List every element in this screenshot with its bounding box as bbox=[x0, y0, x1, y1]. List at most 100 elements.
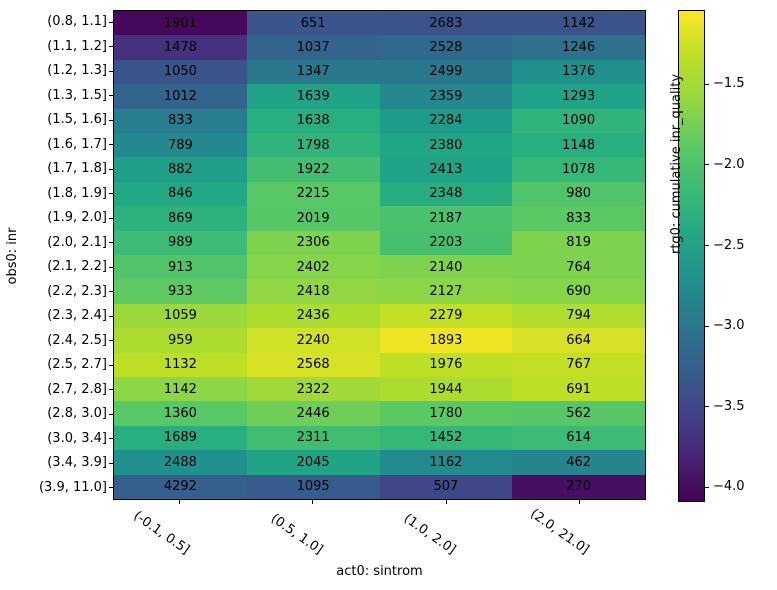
x-tick-mark bbox=[179, 500, 181, 504]
y-tick-label: (3.4, 3.9] bbox=[47, 455, 107, 471]
heatmap-cell: 846 bbox=[114, 181, 247, 207]
heatmap-cell: 1798 bbox=[246, 132, 380, 158]
y-tick-mark bbox=[109, 315, 113, 317]
heatmap-cell: 2045 bbox=[246, 450, 380, 475]
y-tick-label: (1.5, 1.6] bbox=[47, 112, 107, 128]
heatmap-cell: 462 bbox=[512, 450, 645, 475]
heatmap-cell: 833 bbox=[114, 108, 247, 133]
heatmap-cell: 4292 bbox=[114, 474, 247, 499]
heatmap-cell: 2311 bbox=[246, 425, 380, 451]
y-tick-mark bbox=[109, 119, 113, 121]
y-tick-label: (0.8, 1.1] bbox=[47, 14, 107, 30]
x-tick-mark bbox=[578, 500, 580, 504]
heatmap-cell: 1944 bbox=[379, 376, 513, 402]
heatmap-cell: 2279 bbox=[379, 303, 513, 329]
heatmap-cell: 1059 bbox=[114, 303, 247, 329]
heatmap-cell: 1478 bbox=[114, 35, 247, 60]
heatmap-cell: 767 bbox=[512, 352, 645, 377]
colorbar-tick-mark bbox=[705, 325, 709, 327]
heatmap-cell: 794 bbox=[512, 303, 645, 329]
y-tick-label: (2.8, 3.0] bbox=[47, 406, 107, 422]
colorbar-title: rtg0: cumulative inr_quality bbox=[668, 73, 684, 255]
heatmap-cell: 1090 bbox=[512, 108, 645, 133]
heatmap-cell: 2203 bbox=[379, 230, 513, 255]
heatmap-cell: 833 bbox=[512, 206, 645, 231]
y-tick-mark bbox=[109, 340, 113, 342]
heatmap-cell: 1638 bbox=[246, 108, 380, 133]
heatmap-grid: 1901 651 2683 1142 1478 1037 2528 1246 1050 1347 2… bbox=[113, 10, 646, 500]
y-tick-label: (2.4, 2.5] bbox=[47, 332, 107, 348]
heatmap-cell: 1142 bbox=[512, 11, 645, 36]
heatmap-cell: 270 bbox=[512, 474, 645, 499]
heatmap-cell: 933 bbox=[114, 279, 247, 304]
heatmap-cell: 562 bbox=[512, 401, 645, 426]
heatmap-cell: 2215 bbox=[246, 181, 380, 207]
heatmap-cell: 1148 bbox=[512, 132, 645, 158]
x-axis-title: act0: sintrom bbox=[336, 564, 423, 579]
heatmap-cell: 2187 bbox=[379, 206, 513, 231]
heatmap-cell: 614 bbox=[512, 425, 645, 451]
colorbar-tick-mark bbox=[705, 406, 709, 408]
heatmap-cell: 764 bbox=[512, 254, 645, 280]
y-tick-mark bbox=[109, 193, 113, 195]
y-tick-label: (2.5, 2.7] bbox=[47, 357, 107, 373]
heatmap-cell: 1976 bbox=[379, 352, 513, 377]
x-tick-label: (0.5, 1.0] bbox=[267, 511, 326, 558]
heatmap-cell: 2683 bbox=[379, 11, 513, 36]
y-tick-label: (2.2, 2.3] bbox=[47, 283, 107, 299]
heatmap-cell: 2436 bbox=[246, 303, 380, 329]
heatmap-cell: 1095 bbox=[246, 474, 380, 499]
heatmap-cell: 1360 bbox=[114, 401, 247, 426]
heatmap-cell: 2127 bbox=[379, 279, 513, 304]
x-tick-mark bbox=[312, 500, 314, 504]
heatmap-cell: 2413 bbox=[379, 157, 513, 182]
heatmap-cell: 2446 bbox=[246, 401, 380, 426]
y-tick-mark bbox=[109, 389, 113, 391]
y-tick-mark bbox=[109, 413, 113, 415]
heatmap-cell: 691 bbox=[512, 376, 645, 402]
heatmap-cell: 1132 bbox=[114, 352, 247, 377]
y-tick-mark bbox=[109, 266, 113, 268]
colorbar-tick-mark bbox=[705, 245, 709, 246]
heatmap-cell: 913 bbox=[114, 254, 247, 280]
colorbar-tick-label: −4.0 bbox=[713, 479, 745, 495]
y-tick-mark bbox=[109, 242, 113, 244]
y-tick-mark bbox=[109, 487, 113, 489]
colorbar bbox=[678, 10, 705, 502]
y-axis-title: obs0: inr bbox=[4, 227, 20, 285]
heatmap-cell: 2499 bbox=[379, 59, 513, 85]
y-tick-label: (1.1, 1.2] bbox=[47, 38, 107, 54]
heatmap-cell: 2418 bbox=[246, 279, 380, 304]
heatmap-cell: 507 bbox=[379, 474, 513, 499]
heatmap-cell: 2240 bbox=[246, 328, 380, 353]
y-tick-mark bbox=[109, 291, 113, 293]
heatmap-cell: 819 bbox=[512, 230, 645, 255]
colorbar-tick-label: −1.5 bbox=[713, 76, 745, 92]
heatmap-cell: 1639 bbox=[246, 84, 380, 109]
colorbar-tick-label: −2.0 bbox=[713, 156, 745, 172]
heatmap-cell: 1050 bbox=[114, 59, 247, 85]
y-tick-mark bbox=[109, 21, 113, 23]
y-tick-label: (3.9, 11.0] bbox=[38, 479, 107, 495]
y-tick-mark bbox=[109, 144, 113, 146]
heatmap-cell: 1142 bbox=[114, 376, 247, 402]
heatmap-cell: 1012 bbox=[114, 84, 247, 109]
heatmap-cell: 2488 bbox=[114, 450, 247, 475]
heatmap-cell: 1347 bbox=[246, 59, 380, 85]
y-tick-mark bbox=[109, 168, 113, 170]
heatmap-cell: 2568 bbox=[246, 352, 380, 377]
heatmap-cell: 690 bbox=[512, 279, 645, 304]
heatmap-cell: 2322 bbox=[246, 376, 380, 402]
heatmap-cell: 1452 bbox=[379, 425, 513, 451]
y-tick-mark bbox=[109, 438, 113, 440]
heatmap-cell: 789 bbox=[114, 132, 247, 158]
heatmap-cell: 664 bbox=[512, 328, 645, 353]
heatmap-cell: 1078 bbox=[512, 157, 645, 182]
heatmap-cell: 651 bbox=[246, 11, 380, 36]
x-tick-label: (-0.1, 0.5] bbox=[130, 508, 193, 558]
heatmap-cell: 882 bbox=[114, 157, 247, 182]
x-tick-label: (2.0, 21.0] bbox=[527, 506, 592, 558]
y-tick-label: (2.3, 2.4] bbox=[47, 308, 107, 324]
y-tick-label: (1.7, 1.8] bbox=[47, 161, 107, 177]
